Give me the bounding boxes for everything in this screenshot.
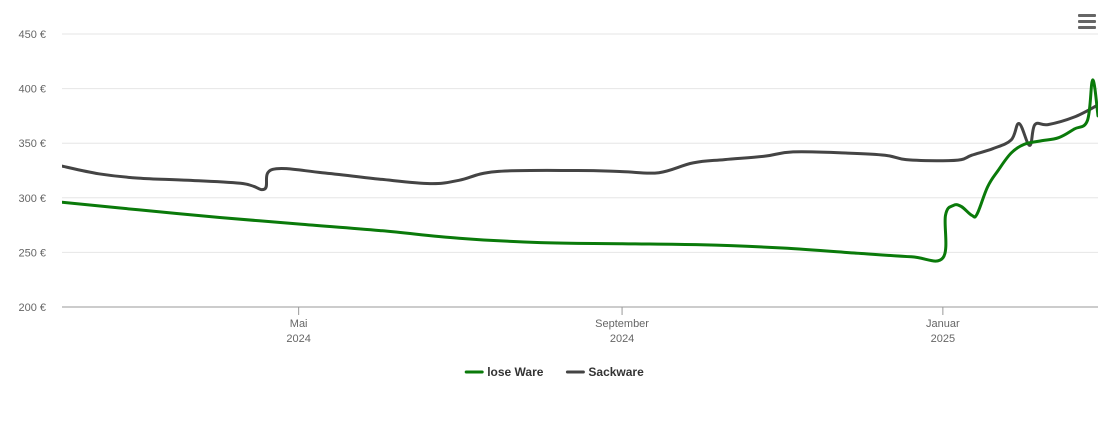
legend-item-lose-ware[interactable]: lose Ware	[464, 365, 544, 379]
y-tick-label: 450 €	[18, 29, 46, 41]
x-axis: Mai 2024 September 2024 Januar 2025	[62, 306, 1098, 345]
menu-bar	[1078, 20, 1096, 23]
x-tick-year: 2024	[286, 333, 310, 345]
y-tick-label: 400 €	[18, 84, 46, 96]
y-tick-label: 300 €	[18, 193, 46, 205]
legend-label: Sackware	[588, 365, 644, 379]
y-tick-label: 200 €	[18, 302, 46, 314]
legend-label: lose Ware	[487, 365, 544, 379]
y-axis-ticks: 200 € 250 € 300 € 350 € 400 € 450 €	[18, 29, 46, 314]
menu-bar	[1078, 14, 1096, 17]
legend[interactable]: lose Ware Sackware	[464, 365, 644, 379]
x-tick-year: 2025	[931, 333, 955, 345]
grid-lines	[62, 33, 1098, 253]
y-tick-label: 250 €	[18, 247, 46, 259]
x-tick-label: Januar	[926, 318, 960, 330]
menu-bar	[1078, 26, 1096, 29]
x-tick-year: 2024	[610, 333, 634, 345]
y-tick-label: 350 €	[18, 138, 46, 150]
hamburger-menu-icon[interactable]	[1076, 12, 1098, 32]
x-tick-label: September	[595, 318, 649, 330]
series-line-sackware[interactable]	[62, 103, 1098, 192]
series-lines	[62, 78, 1098, 263]
legend-item-sackware[interactable]: Sackware	[565, 365, 644, 379]
series-line-lose-ware[interactable]	[62, 78, 1098, 263]
x-tick-label: Mai	[290, 318, 308, 330]
